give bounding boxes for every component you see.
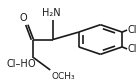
Text: OCH₃: OCH₃ [52,72,75,81]
Text: H₂N: H₂N [42,8,61,18]
Text: O: O [20,13,28,23]
Text: Cl–H: Cl–H [7,59,29,69]
Text: Cl: Cl [128,25,137,35]
Text: Cl: Cl [128,44,137,54]
Text: O: O [28,59,35,69]
